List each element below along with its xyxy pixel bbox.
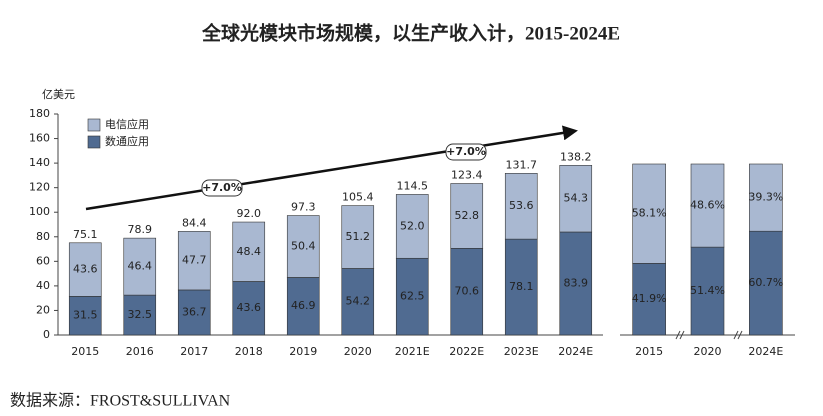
total-label: 138.2 <box>560 150 592 163</box>
value-label: 52.8 <box>455 209 480 222</box>
bar-segment <box>450 248 484 336</box>
bar-segment <box>559 165 593 233</box>
x-tick-label: 2024E <box>748 345 783 358</box>
value-label: 51.2 <box>346 230 371 243</box>
x-tick-label: 2024E <box>558 345 593 358</box>
source: 数据来源：FROST&SULLIVAN <box>10 392 231 410</box>
y-tick-label: 180 <box>29 107 50 120</box>
bar-segment <box>632 163 666 264</box>
y-tick-label: 20 <box>36 303 50 316</box>
value-label: 46.9 <box>291 299 316 312</box>
value-label: 51.4% <box>690 284 725 297</box>
y-tick-label: 0 <box>43 328 50 341</box>
annotation-box <box>445 143 487 161</box>
bar-segment <box>232 221 266 282</box>
value-label: 52.0 <box>400 219 425 232</box>
total-label: 131.7 <box>506 158 538 171</box>
value-label: 62.5 <box>400 290 425 303</box>
y-tick-label: 140 <box>29 156 50 169</box>
y-tick-label: 60 <box>36 254 50 267</box>
bar-segment <box>504 238 538 336</box>
value-label: 54.2 <box>346 295 371 308</box>
value-label: 58.1% <box>632 207 667 220</box>
x-tick-label: 2017 <box>180 345 208 358</box>
y-unit: 亿美元 <box>42 88 75 101</box>
total-label: 123.4 <box>451 168 483 181</box>
chart-title: 全球光模块市场规模，以生产收入计，2015-2024E <box>201 21 620 44</box>
bar-segment <box>68 296 102 336</box>
bar-segment <box>123 294 157 336</box>
bar-segment <box>690 246 725 336</box>
bar-segment <box>395 194 429 259</box>
x-tick-label: 2019 <box>289 345 317 358</box>
value-label: 53.6 <box>509 199 534 212</box>
x-tick-label: 2015 <box>635 345 663 358</box>
bar-segment <box>341 268 375 336</box>
value-label: 50.4 <box>291 239 316 252</box>
bar-segment <box>123 237 157 296</box>
total-label: 97.3 <box>291 201 316 214</box>
legend-label: 电信应用 <box>105 117 149 131</box>
value-label: 48.6% <box>690 199 725 212</box>
y-tick-label: 80 <box>36 230 50 243</box>
value-label: 41.9% <box>632 292 667 305</box>
bar-segment <box>450 183 484 249</box>
total-label: 75.1 <box>73 228 98 241</box>
y-tick-label: 40 <box>36 279 50 292</box>
value-label: 46.4 <box>128 260 153 273</box>
annotation: +7.0% <box>446 145 486 158</box>
x-tick-label: 2016 <box>126 345 154 358</box>
total-label: 84.4 <box>182 216 207 229</box>
x-tick-label: 2020 <box>694 345 722 358</box>
y-tick-label: 120 <box>29 181 50 194</box>
value-label: 83.9 <box>564 276 589 289</box>
legend-label: 数通应用 <box>105 134 149 148</box>
x-tick-label: 2018 <box>235 345 263 358</box>
value-label: 43.6 <box>237 301 262 314</box>
x-tick-label: 2020 <box>344 345 372 358</box>
bar-segment <box>749 230 783 336</box>
total-label: 78.9 <box>128 223 153 236</box>
total-label: 105.4 <box>342 191 374 204</box>
value-label: 31.5 <box>73 309 98 322</box>
value-label: 78.1 <box>509 280 534 293</box>
bar-segment <box>177 289 211 336</box>
bar-segment <box>68 242 102 297</box>
value-label: 47.7 <box>182 254 207 267</box>
value-label: 48.4 <box>237 245 262 258</box>
y-tick-label: 160 <box>29 132 50 145</box>
x-tick-label: 2015 <box>71 345 99 358</box>
value-label: 60.7% <box>748 276 783 289</box>
bar-segment <box>504 173 538 240</box>
value-label: 54.3 <box>564 192 589 205</box>
x-tick-label: 2021E <box>395 345 430 358</box>
bar-segment <box>286 277 320 336</box>
value-label: 32.5 <box>128 308 153 321</box>
bar-segment <box>559 231 593 336</box>
legend-swatch <box>87 118 101 132</box>
trend-arrow <box>85 125 578 211</box>
annotation: +7.0% <box>202 181 242 194</box>
bar-segment <box>177 231 211 291</box>
y-tick-label: 100 <box>29 205 50 218</box>
bar-segment <box>690 163 725 248</box>
total-label: 92.0 <box>237 207 262 220</box>
legend-swatch <box>87 135 101 149</box>
value-label: 36.7 <box>182 305 207 318</box>
value-label: 70.6 <box>455 285 480 298</box>
bar-segment <box>395 257 429 336</box>
x-tick-label: 2022E <box>449 345 484 358</box>
bar-segment <box>749 163 783 232</box>
x-tick-label: 2023E <box>504 345 539 358</box>
bar-segment <box>341 205 375 269</box>
value-label: 39.3% <box>748 191 783 204</box>
value-label: 43.6 <box>73 263 98 276</box>
annotation-box <box>201 179 243 197</box>
bar-segment <box>286 215 320 278</box>
total-label: 114.5 <box>397 179 429 192</box>
